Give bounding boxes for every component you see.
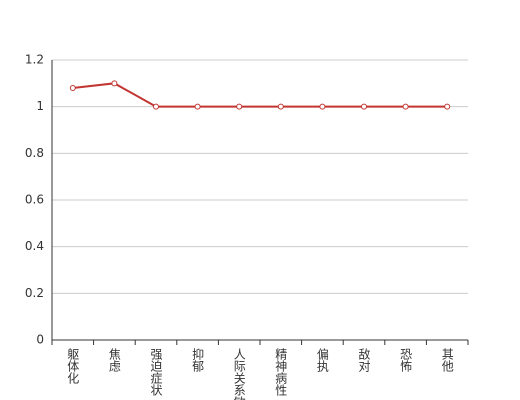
point <box>444 103 451 110</box>
point <box>319 103 326 110</box>
y-tick-label: 0.6 <box>25 193 44 207</box>
x-tick-label: 恐怖 <box>399 348 413 372</box>
point <box>194 103 201 110</box>
y-tick-label: 0.4 <box>25 239 44 253</box>
x-tick-label: 精神病性 <box>274 348 288 397</box>
point <box>236 103 243 110</box>
y-tick-label: 0 <box>36 333 44 347</box>
x-tick-label: 人际关系敏感 <box>232 348 246 400</box>
point <box>111 80 118 87</box>
line <box>72 82 448 108</box>
y-tick-label: 0.8 <box>25 146 44 160</box>
point <box>277 103 284 110</box>
x-tick-label: 焦虑 <box>107 348 121 372</box>
x-tick-label: 其他 <box>440 348 454 372</box>
x-tick-label: 强迫症状 <box>149 348 163 396</box>
y-tick-label: 1 <box>36 99 44 113</box>
x-tick-label: 敌对 <box>357 347 371 372</box>
point <box>402 103 409 110</box>
point <box>153 103 159 110</box>
x-tick-label: 躯体化 <box>66 347 80 385</box>
x-tick-label: 抑郁 <box>191 347 205 373</box>
y-tick-label: 1.2 <box>25 53 44 67</box>
point <box>361 103 367 110</box>
x-tick-label: 偏执 <box>315 347 329 373</box>
point <box>69 85 76 91</box>
y-tick-label: 0.2 <box>25 286 44 300</box>
